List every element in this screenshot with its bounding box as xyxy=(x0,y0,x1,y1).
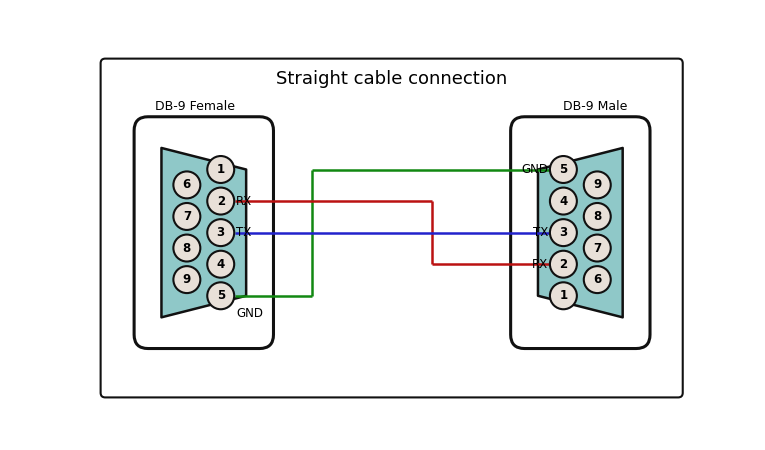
Text: GND: GND xyxy=(236,307,263,320)
Text: 3: 3 xyxy=(216,226,225,239)
Circle shape xyxy=(174,266,200,293)
Text: 4: 4 xyxy=(559,194,568,207)
Circle shape xyxy=(207,251,234,278)
Text: 6: 6 xyxy=(593,273,601,286)
Text: 2: 2 xyxy=(559,258,568,271)
Circle shape xyxy=(550,156,577,183)
Circle shape xyxy=(207,156,234,183)
Text: GND: GND xyxy=(521,163,548,176)
Text: 3: 3 xyxy=(559,226,568,239)
Text: 7: 7 xyxy=(593,242,601,255)
Circle shape xyxy=(550,219,577,246)
Circle shape xyxy=(584,266,610,293)
Circle shape xyxy=(207,219,234,246)
Circle shape xyxy=(584,171,610,198)
Text: 8: 8 xyxy=(183,242,191,255)
Text: RX: RX xyxy=(236,194,252,207)
FancyBboxPatch shape xyxy=(134,117,273,348)
Circle shape xyxy=(207,188,234,215)
Text: DB-9 Male: DB-9 Male xyxy=(563,100,628,113)
Circle shape xyxy=(550,251,577,278)
FancyBboxPatch shape xyxy=(511,117,650,348)
Circle shape xyxy=(584,203,610,230)
Text: 5: 5 xyxy=(559,163,568,176)
FancyBboxPatch shape xyxy=(101,58,682,397)
Text: 9: 9 xyxy=(593,178,601,191)
Circle shape xyxy=(550,282,577,309)
Text: 1: 1 xyxy=(216,163,225,176)
Circle shape xyxy=(174,171,200,198)
Circle shape xyxy=(174,203,200,230)
Circle shape xyxy=(584,234,610,261)
Text: 6: 6 xyxy=(183,178,191,191)
Text: RX: RX xyxy=(532,258,548,271)
Text: 8: 8 xyxy=(593,210,601,223)
Text: 7: 7 xyxy=(183,210,191,223)
Text: 5: 5 xyxy=(216,289,225,302)
Text: 9: 9 xyxy=(183,273,191,286)
Text: 1: 1 xyxy=(559,289,568,302)
Circle shape xyxy=(174,234,200,261)
Text: TX: TX xyxy=(532,226,548,239)
Circle shape xyxy=(207,282,234,309)
Text: 2: 2 xyxy=(216,194,225,207)
Circle shape xyxy=(550,188,577,215)
Text: 4: 4 xyxy=(216,258,225,271)
Polygon shape xyxy=(538,148,623,317)
Polygon shape xyxy=(161,148,246,317)
Text: Straight cable connection: Straight cable connection xyxy=(276,70,508,88)
Text: DB-9 Female: DB-9 Female xyxy=(155,100,236,113)
Text: TX: TX xyxy=(236,226,252,239)
